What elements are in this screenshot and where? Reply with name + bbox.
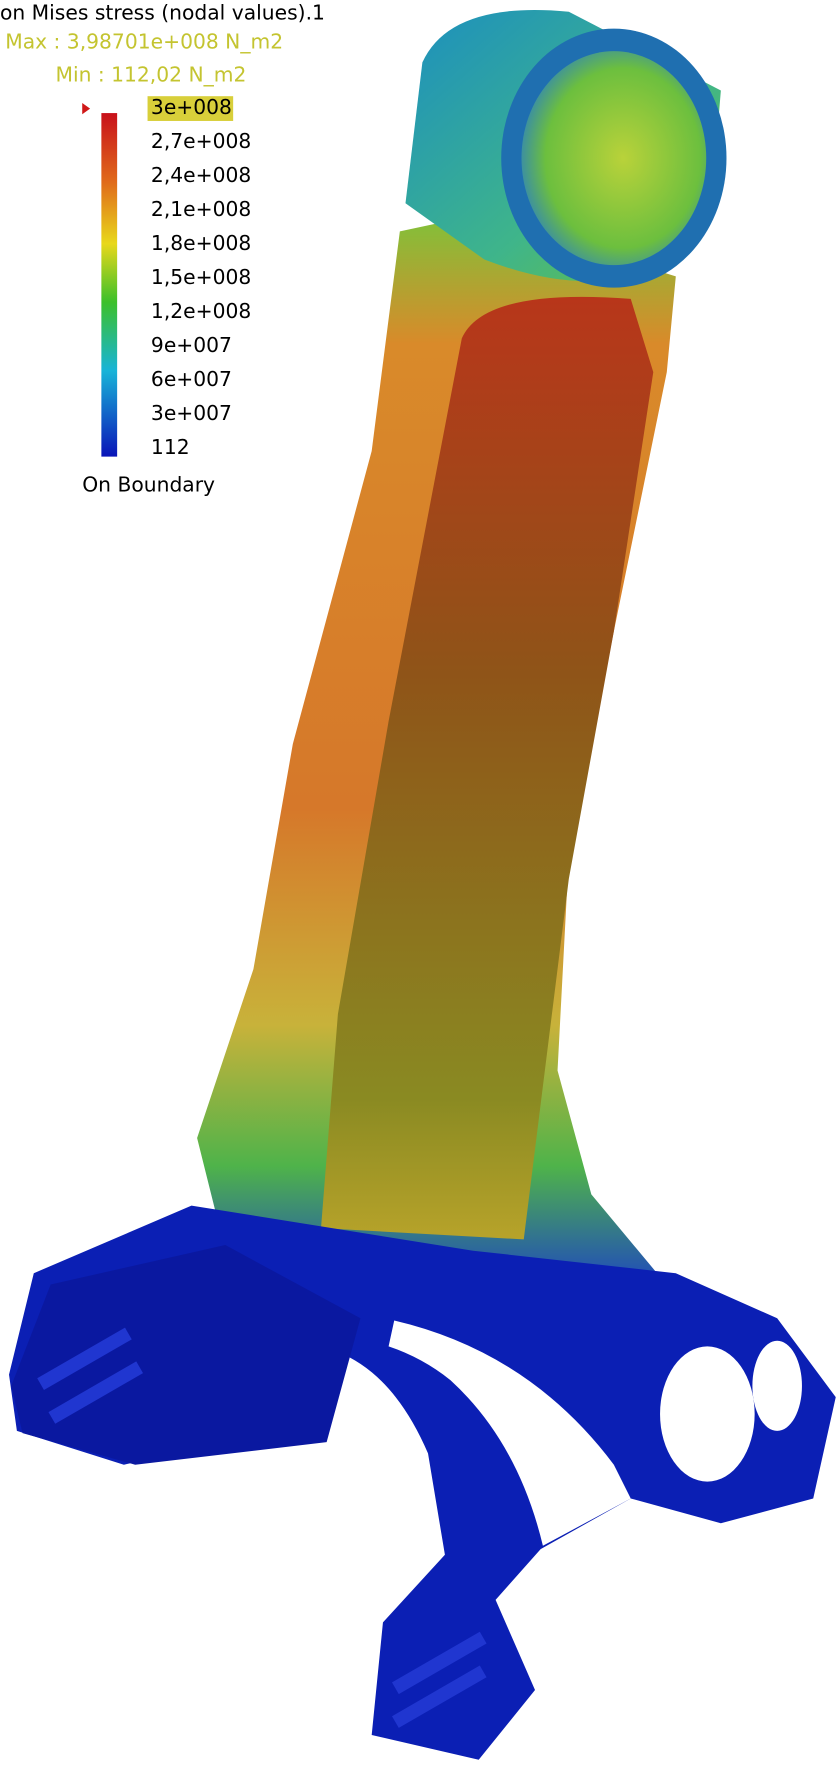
- bolt-hole: [660, 1346, 755, 1481]
- legend-label: 2,1e+008: [151, 197, 251, 221]
- connecting-rod: [9, 10, 836, 1760]
- legend-label: 2,7e+008: [151, 129, 251, 153]
- legend-label: 1,5e+008: [151, 265, 251, 289]
- max-value: Max : 3,98701e+008 N_m2: [5, 30, 283, 54]
- legend-label: 2,4e+008: [151, 163, 251, 187]
- small-end-bore: [521, 51, 706, 265]
- result-title: on Mises stress (nodal values).1: [0, 0, 325, 24]
- stress-legend: on Mises stress (nodal values).1 Max : 3…: [0, 0, 325, 496]
- legend-label: 112: [151, 435, 190, 459]
- legend-pointer: [82, 103, 90, 114]
- min-value: Min : 112,02 N_m2: [55, 62, 246, 86]
- legend-footer: On Boundary: [82, 472, 215, 496]
- fea-viewport: on Mises stress (nodal values).1 Max : 3…: [0, 0, 838, 1767]
- legend-label: 9e+007: [151, 333, 232, 357]
- legend-label: 6e+007: [151, 367, 232, 391]
- legend-label: 1,2e+008: [151, 299, 251, 323]
- legend-label: 3e+008: [151, 95, 232, 119]
- legend-label: 3e+007: [151, 401, 232, 425]
- color-scale: [101, 113, 117, 457]
- legend-label: 1,8e+008: [151, 231, 251, 255]
- page: {"title": "on Mises stress (nodal values…: [0, 0, 838, 1767]
- bolt-hole: [752, 1341, 802, 1431]
